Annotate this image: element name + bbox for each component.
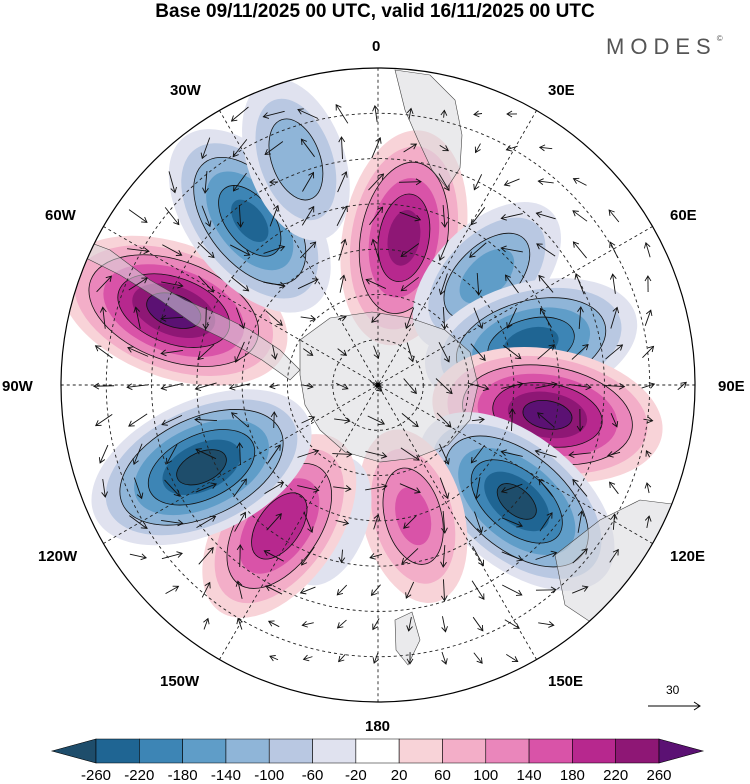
colorbar-bin [572,739,615,763]
colorbar-bin [269,739,312,763]
brand-mark: © [717,34,723,43]
colorbar-tick-label: -180 [168,767,198,784]
colorbar-tick-label: -260 [81,767,111,784]
colorbar-bin [616,739,659,763]
colorbar-tick-label: 220 [603,767,628,784]
brand-name: MODES [606,34,717,59]
lon-label-150w: 150W [160,673,199,690]
vector-scale-label: 30 [666,683,679,697]
colorbar-bin [226,739,269,763]
colorbar-tick-label: 180 [560,767,585,784]
map-title: Base 09/11/2025 00 UTC, valid 16/11/2025… [0,0,750,24]
colorbar-tick-label: -100 [254,767,284,784]
colorbar-bin [356,739,399,763]
brand-logo: MODES© [606,34,723,60]
lon-label-150e: 150E [548,673,583,690]
colorbar [52,739,703,763]
colorbar-tick-label: 140 [517,767,542,784]
colorbar-bin [183,739,226,763]
colorbar-tick-label: -220 [124,767,154,784]
lon-label-30e: 30E [548,82,575,99]
reference-vector [648,702,700,710]
lon-label-30w: 30W [170,82,201,99]
colorbar-tick-label: -20 [345,767,367,784]
colorbar-bin [313,739,356,763]
south-pole-marker [376,383,381,388]
lon-label-180: 180 [365,718,390,735]
colorbar-bin [442,739,485,763]
colorbar-tick-label: -60 [302,767,324,784]
lon-label-60e: 60E [670,207,697,224]
colorbar-bin [399,739,442,763]
colorbar-bin [659,739,703,763]
lon-label-120w: 120W [38,548,77,565]
lon-label-120e: 120E [670,548,705,565]
lon-label-60w: 60W [45,207,76,224]
colorbar-tick-label: 60 [434,767,451,784]
colorbar-bin [96,739,139,763]
lon-label-90w: 90W [2,378,33,395]
lon-label-90e: 90E [718,378,745,395]
colorbar-tick-label: 100 [473,767,498,784]
colorbar-tick-label: 20 [391,767,408,784]
colorbar-tick-label: 260 [646,767,671,784]
colorbar-bin [486,739,529,763]
lon-label-0: 0 [372,38,380,55]
colorbar-bin [52,739,96,763]
colorbar-bin [139,739,182,763]
colorbar-tick-label: -140 [211,767,241,784]
colorbar-bin [529,739,572,763]
